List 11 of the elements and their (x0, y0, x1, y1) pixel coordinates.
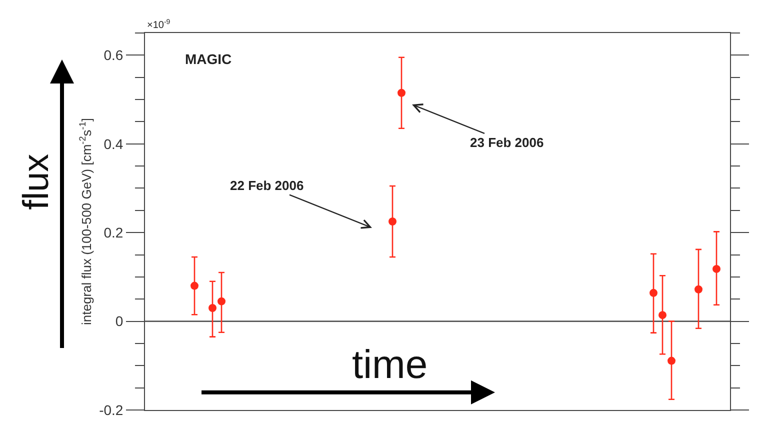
y-tick-label: 0.6 (104, 47, 124, 64)
y-tick-label: 0 (115, 313, 124, 330)
annotation: MAGIC (185, 51, 232, 67)
text: flux (15, 154, 56, 210)
y-tick-label: -0.2 (99, 402, 124, 418)
text: ×10$^{-9}$ (147, 19, 170, 32)
annotation: 23 Feb 2006 (470, 135, 544, 150)
y-tick-label: 0.2 (104, 224, 124, 240)
annotation: time (352, 343, 428, 387)
y-tick-label: 0.4 (104, 136, 124, 152)
annotation: 22 Feb 2006 (230, 178, 304, 193)
